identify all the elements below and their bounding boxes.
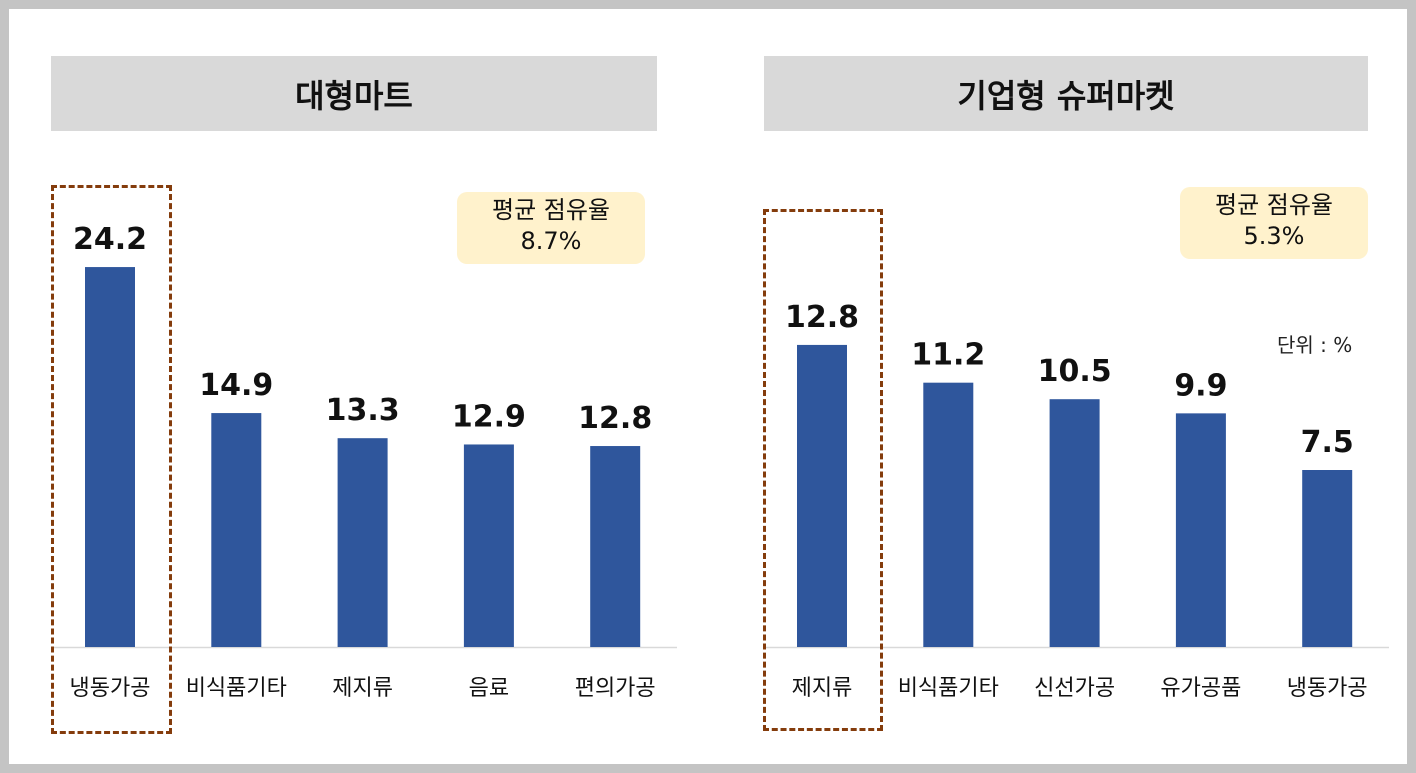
bar-value-label: 14.9 [199,368,273,403]
chart-panel-ssm: 기업형 슈퍼마켓 평균 점유율 5.3% 단위 : % 12.8 제지류 11.2 비… [709,9,1407,764]
category-label: 제지류 [332,676,393,701]
bar [923,382,974,647]
average-share-value: 8.7% [520,227,582,255]
bar [590,446,641,647]
bar [85,267,135,647]
highlight-box-ssm [763,209,883,731]
average-share-label: 평균 점유율 [1214,191,1334,219]
bar-chart-hypermarket: 24.2 냉동가공 14.9 비식품기타 13.3 제지류 12.9 음료 12.8 편의가공 [51,222,677,701]
bar-value-label: 12.9 [452,399,526,434]
unit-label: 단위 : % [1277,333,1353,357]
highlight-box-hypermarket [51,185,172,734]
category-label: 비식품기타 [898,676,999,701]
bar [1049,399,1100,647]
bar-value-label: 7.5 [1301,425,1354,460]
bar-value-label: 12.8 [785,300,859,335]
average-share-label: 평균 점유율 [491,196,611,224]
chart-title-hypermarket: 대형마트 [51,56,657,131]
bar-value-label: 11.2 [911,338,985,373]
category-label: 음료 [469,676,509,701]
bar [1302,470,1353,647]
category-label: 제지류 [792,676,853,701]
bar [211,413,262,647]
category-label: 냉동가공 [1287,676,1368,701]
category-label: 냉동가공 [70,676,151,701]
figure-frame: 대형마트 평균 점유율 8.7% 24.2 냉동가공 14.9 비식품기타 13.3 제지… [9,9,1407,764]
bar [463,444,514,647]
bar-chart-ssm: 12.8 제지류 11.2 비식품기타 10.5 신선가공 9.9 유가공품 7.5 냉동가공 [763,300,1389,701]
bar-value-label: 9.9 [1174,368,1227,403]
chart-title-ssm: 기업형 슈퍼마켓 [764,56,1368,131]
category-label: 편의가공 [575,676,656,701]
bar-value-label: 12.8 [578,401,652,436]
average-share-box-hypermarket: 평균 점유율 8.7% [457,192,645,264]
bar-value-label: 13.3 [326,393,400,428]
category-label: 비식품기타 [186,676,287,701]
average-share-box-ssm: 평균 점유율 5.3% [1180,187,1368,259]
bar [337,438,388,647]
bar [797,344,847,647]
average-share-value: 5.3% [1243,222,1305,250]
chart-panel-hypermarket: 대형마트 평균 점유율 8.7% 24.2 냉동가공 14.9 비식품기타 13.3 제지… [9,9,699,764]
category-label: 유가공품 [1160,676,1241,701]
category-label: 신선가공 [1034,676,1115,701]
bar [1175,413,1226,647]
bar-value-label: 24.2 [73,222,147,257]
bar-value-label: 10.5 [1038,354,1112,389]
